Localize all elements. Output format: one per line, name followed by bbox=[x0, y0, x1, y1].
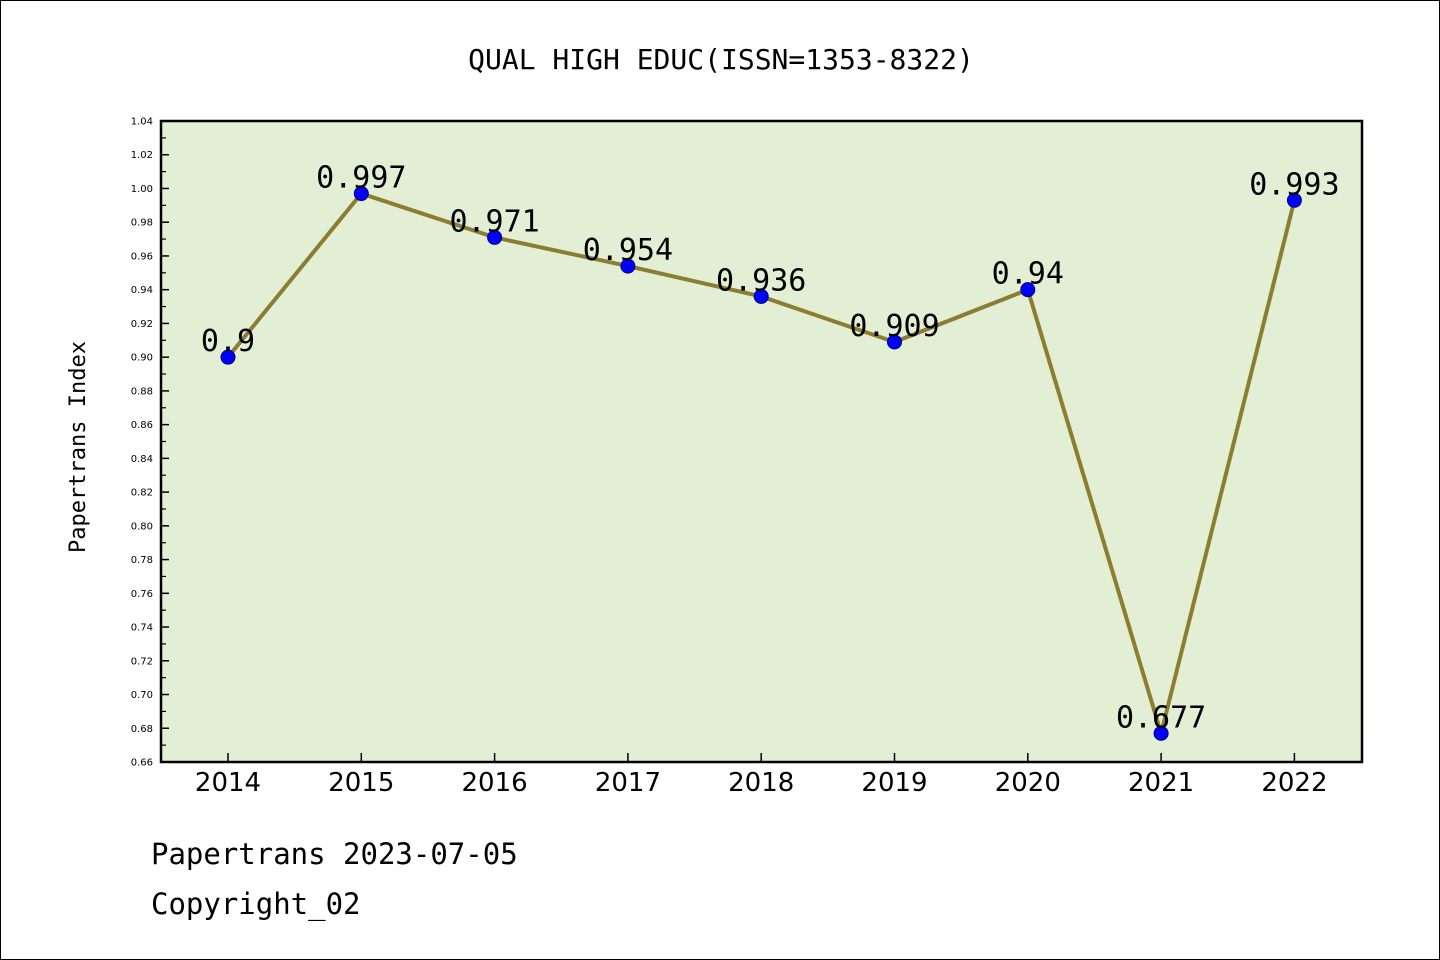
x-tick-label: 2016 bbox=[462, 768, 528, 798]
y-tick-label: 0.90 bbox=[131, 353, 153, 364]
data-label: 0.677 bbox=[1116, 700, 1206, 735]
data-label: 0.997 bbox=[316, 161, 406, 196]
plot-frame bbox=[159, 119, 1364, 764]
data-label: 0.909 bbox=[849, 309, 939, 344]
y-tick-label: 1.00 bbox=[131, 184, 153, 195]
x-tick-label: 2021 bbox=[1128, 768, 1194, 798]
x-axis: 2014 2015 2016 2017 2018 2019 2020 2021 2022 bbox=[195, 753, 1327, 798]
plot-area bbox=[161, 121, 1362, 762]
y-tick-label: 0.86 bbox=[131, 420, 153, 431]
data-point bbox=[1020, 282, 1036, 298]
y-tick-label: 0.72 bbox=[131, 656, 153, 667]
y-axis: 0.66 0.68 0.70 0.72 0.74 0.76 0.78 0.80 0.82 0.84… bbox=[131, 117, 169, 769]
y-tick-label: 0.66 bbox=[131, 758, 153, 769]
x-tick-label: 2020 bbox=[995, 768, 1061, 798]
y-tick-label: 0.70 bbox=[131, 690, 153, 701]
series-markers bbox=[220, 186, 1302, 741]
x-tick-label: 2014 bbox=[195, 768, 261, 798]
x-tick-label: 2017 bbox=[595, 768, 661, 798]
y-tick-label: 0.78 bbox=[131, 555, 153, 566]
y-tick-label: 0.94 bbox=[131, 285, 153, 296]
data-point bbox=[753, 288, 769, 304]
x-tick-label: 2022 bbox=[1261, 768, 1327, 798]
data-point bbox=[487, 229, 503, 245]
data-label: 0.936 bbox=[716, 263, 806, 298]
y-tick-label: 0.74 bbox=[131, 623, 153, 634]
data-label: 0.971 bbox=[449, 204, 539, 239]
footer-copyright-text: Copyright_02 bbox=[151, 887, 361, 921]
data-labels: 0.9 0.997 0.971 0.954 0.936 0.909 0.94 0.677 0.9… bbox=[201, 161, 1340, 736]
y-tick-label: 0.82 bbox=[131, 488, 153, 499]
data-label: 0.94 bbox=[992, 257, 1064, 292]
data-point bbox=[220, 349, 236, 365]
y-tick-label: 0.96 bbox=[131, 251, 153, 262]
data-label: 0.993 bbox=[1249, 167, 1339, 202]
y-tick-label: 1.02 bbox=[131, 150, 153, 161]
y-tick-label: 0.80 bbox=[131, 521, 153, 532]
data-label: 0.954 bbox=[583, 233, 673, 268]
y-tick-label: 0.92 bbox=[131, 319, 153, 330]
data-label: 0.9 bbox=[201, 324, 255, 359]
y-tick-label: 1.04 bbox=[131, 117, 153, 128]
data-point bbox=[887, 334, 902, 350]
y-tick-label: 0.76 bbox=[131, 589, 153, 600]
chart-title: QUAL HIGH EDUC(ISSN=1353-8322) bbox=[468, 43, 974, 76]
y-tick-label: 0.88 bbox=[131, 386, 153, 397]
data-point bbox=[620, 258, 636, 274]
footer-date-text: Papertrans 2023-07-05 bbox=[151, 837, 518, 871]
data-point bbox=[1286, 192, 1302, 208]
x-tick-label: 2015 bbox=[328, 768, 394, 798]
x-tick-label: 2019 bbox=[861, 768, 927, 798]
data-point bbox=[1153, 725, 1169, 741]
y-tick-label: 0.98 bbox=[131, 218, 153, 229]
y-tick-label: 0.84 bbox=[131, 454, 153, 465]
y-tick-label: 0.68 bbox=[131, 724, 153, 735]
y-axis-label: Papertrans Index bbox=[66, 341, 91, 553]
data-point bbox=[353, 186, 369, 202]
x-tick-label: 2018 bbox=[728, 768, 794, 798]
